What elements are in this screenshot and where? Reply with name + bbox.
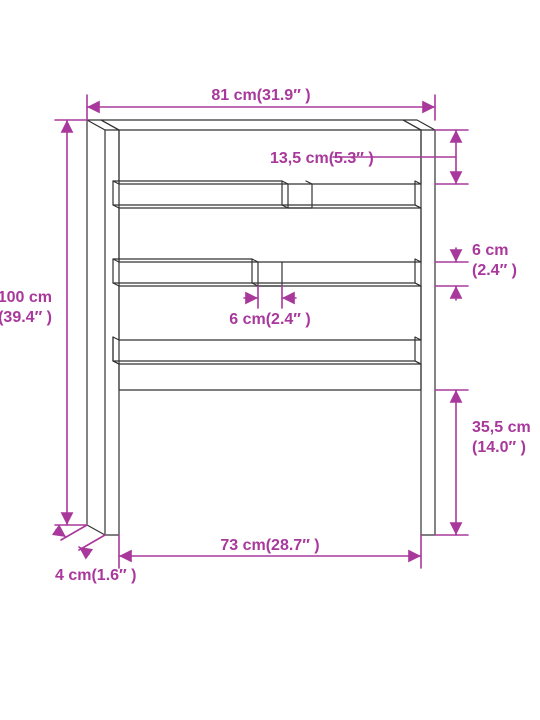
label-height-b: (39.4″ ) xyxy=(0,309,52,326)
label-gap-v-b: (2.4″ ) xyxy=(472,262,517,279)
headboard-dimension-diagram: 81 cm(31.9″ ) 100 cm (39.4″ ) 13,5 cm(5.… xyxy=(0,0,540,720)
label-gap-v-a: 6 cm xyxy=(472,242,508,259)
label-width-top: 81 cm(31.9″ ) xyxy=(211,87,310,104)
label-inner-w: 73 cm(28.7″ ) xyxy=(220,537,319,554)
label-leg-h-a: 35,5 cm xyxy=(472,419,531,436)
label-panel-h: 13,5 cm(5.3″ ) xyxy=(270,150,374,167)
label-depth: 4 cm(1.6″ ) xyxy=(55,567,136,584)
label-height-a: 100 cm xyxy=(0,289,52,306)
label-mullion-w: 6 cm(2.4″ ) xyxy=(229,311,310,328)
dimensions: 81 cm(31.9″ ) 100 cm (39.4″ ) 13,5 cm(5.… xyxy=(0,87,531,584)
label-leg-h-b: (14.0″ ) xyxy=(472,439,526,456)
